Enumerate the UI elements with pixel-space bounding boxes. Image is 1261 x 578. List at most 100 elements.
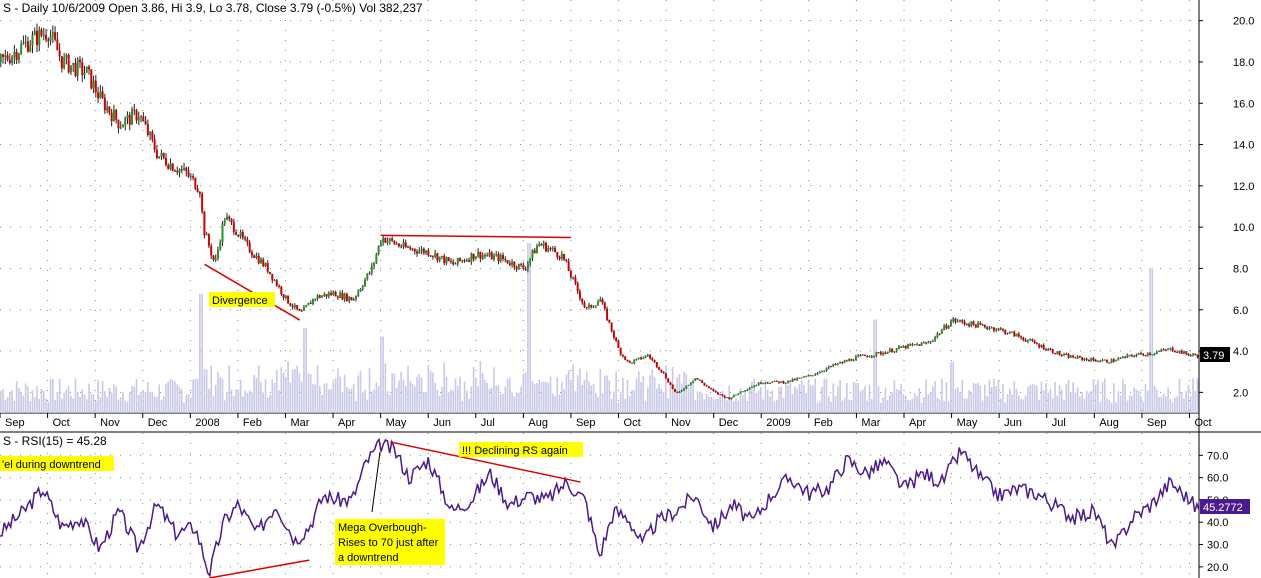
candle-body	[271, 273, 274, 281]
volume-bar	[0, 390, 2, 413]
volume-bar	[787, 385, 789, 413]
candle-body	[373, 262, 376, 266]
candle-body	[581, 298, 584, 303]
candle-body	[334, 291, 337, 297]
volume-bar	[533, 384, 536, 413]
candle-body	[207, 234, 210, 246]
candle-body	[667, 378, 670, 383]
candle-body	[1051, 349, 1054, 353]
candle-body	[884, 352, 887, 354]
volume-bar	[4, 400, 7, 413]
candle-body	[1067, 354, 1070, 358]
volume-bar	[29, 401, 32, 413]
volume-bar	[6, 396, 9, 413]
candle-body	[909, 344, 912, 346]
candle-body	[1024, 340, 1027, 342]
candle-body	[508, 263, 511, 265]
candle-body	[332, 291, 335, 295]
volume-bar	[162, 396, 165, 413]
volume-bar	[624, 399, 626, 413]
volume-bar	[425, 391, 427, 413]
candle-body	[821, 371, 824, 373]
volume-bar	[916, 396, 918, 413]
volume-bar	[348, 389, 350, 413]
candle-body	[201, 193, 204, 212]
candle-body	[54, 32, 57, 40]
candle-body	[927, 342, 930, 344]
candle-body	[284, 295, 287, 298]
volume-bar	[694, 400, 697, 413]
x-tick-label: Aug	[1099, 417, 1119, 429]
volume-bar	[873, 319, 875, 413]
volume-bar	[531, 381, 534, 413]
volume-bar	[635, 378, 638, 413]
candle-body	[633, 360, 636, 364]
volume-bar	[766, 389, 769, 413]
volume-bar	[929, 392, 932, 413]
x-tick-label: Feb	[243, 417, 262, 429]
volume-bar	[703, 399, 706, 413]
candle-body	[911, 344, 914, 346]
volume-bar	[689, 383, 692, 413]
volume-bar	[891, 392, 893, 413]
candle-body	[793, 378, 796, 381]
volume-bar	[142, 390, 145, 413]
candle-body	[694, 378, 697, 381]
x-tick-label: Apr	[909, 417, 926, 429]
candle-body	[873, 355, 876, 357]
candle-body	[488, 252, 491, 256]
volume-bar	[97, 379, 99, 413]
volume-bar	[273, 382, 276, 413]
x-tick-label: Apr	[338, 417, 355, 429]
volume-bar	[579, 368, 581, 413]
volume-bars	[0, 243, 1199, 413]
volume-bar	[918, 388, 921, 413]
volume-bar	[70, 395, 72, 413]
volume-bar	[796, 388, 798, 413]
volume-bar	[117, 399, 120, 413]
volume-bar	[495, 385, 498, 413]
volume-bar	[857, 382, 859, 413]
volume-bar	[341, 391, 344, 413]
candle-body	[859, 355, 862, 357]
candle-body	[560, 253, 563, 259]
candle-body	[300, 310, 303, 312]
volume-bar	[556, 377, 559, 413]
candle-body	[981, 324, 984, 326]
volume-bar	[459, 376, 461, 413]
volume-bar	[1187, 384, 1190, 413]
candle-body	[689, 382, 692, 385]
volume-bar	[633, 390, 636, 413]
candle-body	[1060, 355, 1063, 357]
volume-bar	[167, 381, 170, 413]
volume-bar	[371, 391, 373, 413]
volume-bar	[821, 387, 823, 413]
candle-body	[719, 394, 722, 396]
volume-bar	[380, 336, 382, 413]
volume-bar	[898, 390, 900, 413]
volume-bar	[968, 390, 970, 413]
candle-body	[343, 293, 346, 300]
candle-body	[126, 114, 129, 119]
candle-body	[827, 366, 830, 369]
candle-body	[497, 254, 500, 262]
volume-bar	[187, 394, 190, 413]
volume-bar	[76, 391, 79, 413]
candle-body	[440, 255, 443, 257]
rsi-line	[0, 437, 1200, 578]
downtrend-label: 'el during downtrend	[2, 459, 101, 471]
volume-bar	[350, 388, 353, 413]
candle-body	[646, 355, 649, 357]
candle-body	[431, 255, 434, 257]
volume-bar	[1063, 400, 1065, 413]
candle-body	[293, 305, 296, 308]
volume-bar	[1185, 391, 1188, 413]
volume-bar	[923, 397, 925, 413]
volume-bar	[719, 396, 721, 413]
volume-bar	[260, 381, 262, 413]
volume-bar	[447, 392, 450, 413]
volume-bar	[1058, 385, 1061, 413]
rsi-declining-trendline	[389, 441, 581, 483]
candle-body	[269, 272, 272, 274]
candle-body	[377, 245, 380, 255]
